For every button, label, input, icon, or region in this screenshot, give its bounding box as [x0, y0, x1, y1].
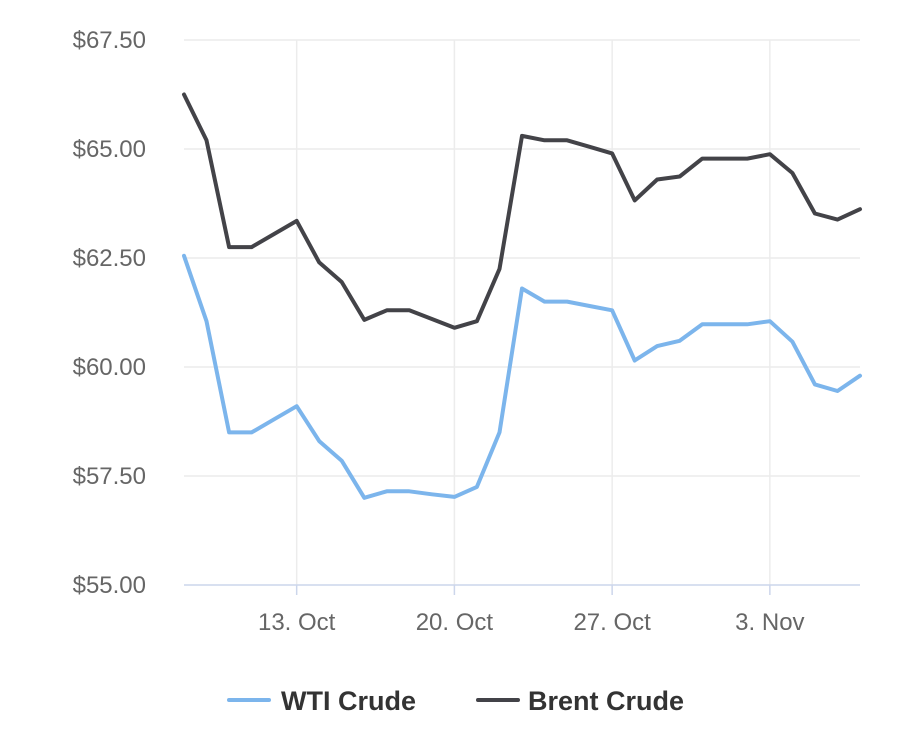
- y-axis-tick-labels: $55.00 $57.50 $60.00 $62.50 $65.00 $67.50: [73, 27, 146, 599]
- x-tick-label: 20. Oct: [416, 609, 494, 636]
- x-tick-label: 13. Oct: [258, 609, 336, 636]
- gridlines: [184, 39, 860, 585]
- legend-label: Brent Crude: [528, 686, 684, 716]
- series-line-wti-crude: [182, 253, 862, 500]
- y-tick-label: $62.50: [73, 245, 146, 272]
- legend-label: WTI Crude: [281, 686, 416, 716]
- y-tick-label: $65.00: [73, 136, 146, 163]
- x-tick-label: 27. Oct: [573, 609, 651, 636]
- series-line-brent-crude: [182, 92, 862, 330]
- y-tick-label: $60.00: [73, 354, 146, 381]
- y-tick-label: $55.00: [73, 572, 146, 599]
- x-axis-tick-labels: 13. Oct 20. Oct 27. Oct 3. Nov: [258, 609, 805, 636]
- y-tick-label: $67.50: [73, 27, 146, 54]
- x-tick-label: 3. Nov: [735, 609, 804, 636]
- legend-item-wti-crude[interactable]: WTI Crude: [227, 686, 416, 716]
- y-tick-label: $57.50: [73, 463, 146, 490]
- series-lines: [182, 92, 862, 500]
- legend[interactable]: WTI Crude Brent Crude: [227, 686, 684, 716]
- legend-item-brent-crude[interactable]: Brent Crude: [476, 686, 684, 716]
- axes: [184, 584, 860, 595]
